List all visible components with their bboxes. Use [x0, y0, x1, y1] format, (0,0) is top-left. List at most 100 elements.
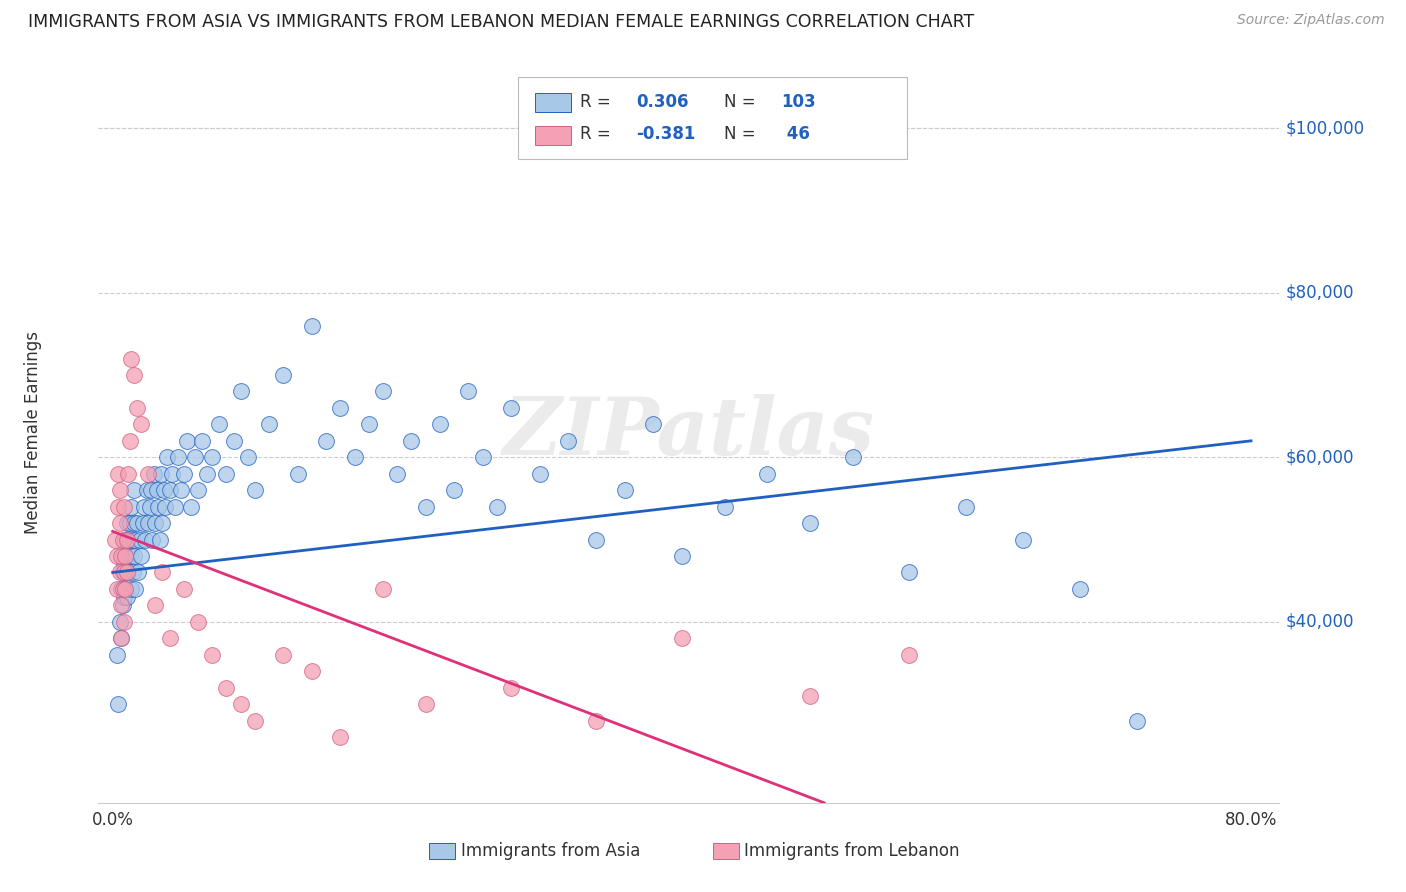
Point	[148, 500, 170, 514]
Point	[315, 434, 337, 448]
Point	[357, 417, 380, 432]
Text: $60,000: $60,000	[1285, 449, 1354, 467]
Point	[215, 681, 238, 695]
Point	[122, 549, 145, 563]
Point	[585, 533, 607, 547]
Point	[111, 549, 134, 563]
Point	[131, 516, 153, 530]
Point	[159, 483, 181, 498]
Text: Immigrants from Lebanon: Immigrants from Lebanon	[744, 842, 960, 860]
Point	[117, 566, 139, 580]
Point	[112, 566, 135, 580]
Point	[111, 599, 134, 613]
Point	[124, 582, 146, 596]
Point	[142, 467, 165, 481]
Point	[429, 417, 451, 432]
Point	[184, 450, 207, 465]
Point	[371, 582, 394, 596]
Point	[222, 434, 245, 448]
Text: $40,000: $40,000	[1285, 613, 1354, 631]
Point	[120, 351, 142, 366]
Point	[243, 483, 266, 498]
Point	[117, 533, 139, 547]
Point	[485, 500, 508, 514]
Text: IMMIGRANTS FROM ASIA VS IMMIGRANTS FROM LEBANON MEDIAN FEMALE EARNINGS CORRELATI: IMMIGRANTS FROM ASIA VS IMMIGRANTS FROM …	[28, 13, 974, 31]
Point	[112, 590, 135, 604]
Point	[114, 582, 136, 596]
Point	[136, 516, 159, 530]
Point	[121, 533, 143, 547]
Point	[153, 483, 176, 498]
Point	[110, 599, 132, 613]
Point	[107, 697, 129, 711]
Point	[129, 417, 152, 432]
Point	[115, 566, 138, 580]
Point	[799, 516, 821, 530]
Point	[112, 558, 135, 572]
Point	[118, 434, 141, 448]
Point	[756, 467, 779, 481]
Text: R =: R =	[581, 125, 616, 144]
Point	[125, 401, 148, 415]
Point	[387, 467, 409, 481]
Point	[104, 533, 127, 547]
Text: R =: R =	[581, 93, 616, 111]
Point	[112, 500, 135, 514]
Point	[107, 467, 129, 481]
Text: $100,000: $100,000	[1285, 120, 1364, 137]
Point	[187, 483, 209, 498]
Point	[152, 566, 174, 580]
Point	[122, 483, 145, 498]
Point	[115, 590, 138, 604]
Point	[125, 516, 148, 530]
Point	[180, 500, 202, 514]
Point	[108, 566, 131, 580]
Point	[162, 467, 184, 481]
Point	[401, 434, 423, 448]
Point	[229, 697, 252, 711]
Point	[155, 500, 177, 514]
Point	[898, 566, 921, 580]
Point	[135, 483, 157, 498]
Point	[118, 549, 141, 563]
Point	[499, 401, 522, 415]
Text: 0.306: 0.306	[636, 93, 689, 111]
FancyBboxPatch shape	[713, 843, 738, 859]
Point	[301, 318, 323, 333]
Text: Immigrants from Asia: Immigrants from Asia	[461, 842, 640, 860]
Point	[257, 417, 280, 432]
Point	[110, 549, 132, 563]
Point	[329, 730, 352, 744]
Point	[110, 582, 132, 596]
Point	[115, 533, 138, 547]
Point	[898, 648, 921, 662]
Point	[149, 533, 172, 547]
Point	[122, 368, 145, 382]
Point	[120, 500, 142, 514]
Point	[187, 615, 209, 629]
Point	[613, 483, 636, 498]
Point	[176, 434, 198, 448]
Point	[105, 582, 128, 596]
Point	[115, 549, 138, 563]
Point	[443, 483, 465, 498]
Point	[138, 500, 160, 514]
Point	[1126, 714, 1149, 728]
Point	[114, 533, 136, 547]
Point	[287, 467, 309, 481]
FancyBboxPatch shape	[536, 94, 571, 112]
Point	[236, 450, 259, 465]
Point	[152, 516, 174, 530]
Point	[112, 615, 135, 629]
Point	[129, 549, 152, 563]
FancyBboxPatch shape	[517, 78, 907, 159]
Point	[415, 500, 437, 514]
Text: 46: 46	[782, 125, 810, 144]
Point	[117, 467, 139, 481]
Point	[111, 533, 134, 547]
Point	[134, 533, 156, 547]
Text: N =: N =	[724, 125, 761, 144]
Point	[529, 467, 551, 481]
Point	[145, 483, 167, 498]
Point	[585, 714, 607, 728]
